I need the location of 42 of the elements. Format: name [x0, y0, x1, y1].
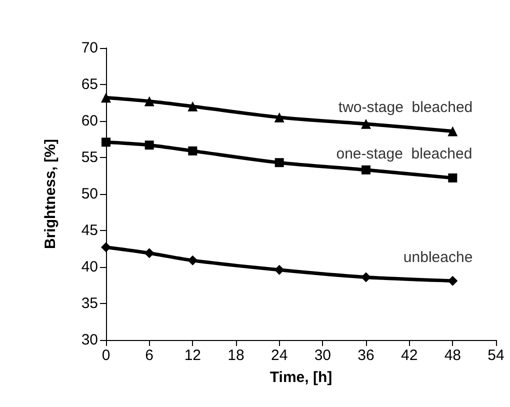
point [188, 101, 198, 112]
point [362, 165, 370, 174]
point [274, 264, 284, 275]
series-label: two-stage bleached [338, 99, 473, 116]
x-tick-label: 12 [184, 347, 202, 364]
x-tick-label: 6 [145, 347, 154, 364]
y-tick-label: 50 [81, 186, 98, 202]
y-tick-label: 65 [81, 76, 98, 93]
y-tick-label: 70 [81, 40, 98, 56]
series-label: unbleache [403, 248, 473, 266]
point [448, 173, 458, 182]
point [448, 126, 458, 136]
x-tick-label: 30 [314, 347, 332, 364]
y-tick-label: 55 [81, 149, 98, 166]
y-tick-label: 60 [81, 112, 98, 130]
point [274, 158, 284, 168]
y-axis-title: Brightness, [%] [42, 138, 59, 250]
point [274, 112, 284, 122]
y-tick-label: 35 [81, 295, 98, 312]
point [101, 92, 111, 103]
point [188, 146, 198, 156]
point [102, 138, 110, 147]
x-tick-label: 18 [228, 347, 244, 364]
x-tick-label: 0 [102, 347, 110, 364]
point [361, 118, 371, 129]
x-tick-label: 36 [358, 347, 374, 364]
x-tick-label: 42 [400, 347, 418, 364]
point [144, 96, 154, 106]
x-tick-label: 54 [488, 347, 504, 364]
y-tick-label: 30 [81, 332, 98, 348]
point [361, 272, 371, 282]
series-label: one-stage bleached [336, 145, 472, 162]
y-tick-label: 40 [81, 258, 98, 276]
x-tick-label: 24 [270, 347, 288, 364]
point [101, 242, 111, 252]
point [144, 248, 154, 258]
x-axis-title: Time, [h] [270, 369, 332, 386]
point [188, 255, 198, 266]
y-tick-label: 45 [81, 222, 98, 239]
point [448, 276, 458, 286]
x-tick-label: 48 [444, 347, 462, 364]
point [144, 140, 154, 150]
